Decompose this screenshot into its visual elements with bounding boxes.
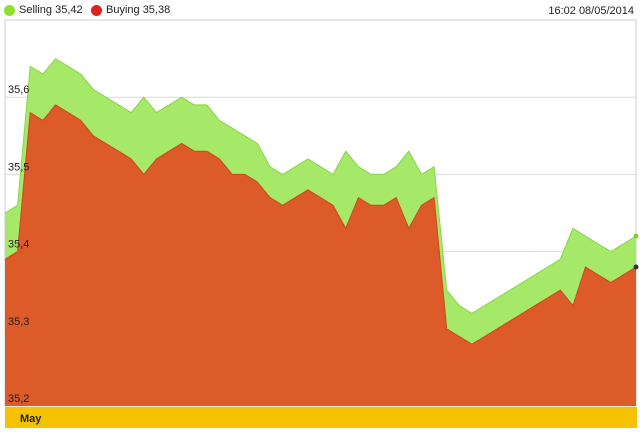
y-tick-label: 35,2 (8, 393, 29, 405)
buying-line (4, 104, 637, 345)
buying-dot-icon (91, 4, 102, 16)
selling-line (4, 57, 637, 314)
time-band (5, 407, 637, 428)
buying-end-point (633, 264, 639, 270)
legend-item-selling[interactable]: Selling 35,42 (4, 4, 83, 16)
legend-item-buying[interactable]: Buying 35,38 (91, 4, 170, 16)
legend-selling-label: Selling 35,42 (19, 4, 83, 16)
y-tick-label: 35,4 (8, 239, 29, 251)
buying-area (5, 104, 636, 407)
x-band-label: May (20, 413, 42, 425)
selling-dot-icon (4, 4, 15, 16)
y-tick-label: 35,6 (8, 84, 29, 96)
timestamp: 16:02 08/05/2014 (548, 5, 634, 17)
legend-buying-label: Buying 35,38 (106, 4, 171, 16)
y-tick-label: 35,3 (8, 316, 29, 328)
selling-end-point (633, 233, 639, 239)
y-tick-label: 35,5 (8, 161, 29, 173)
legend: Selling 35,42 Buying 35,38 16:02 08/05/2… (0, 0, 640, 22)
